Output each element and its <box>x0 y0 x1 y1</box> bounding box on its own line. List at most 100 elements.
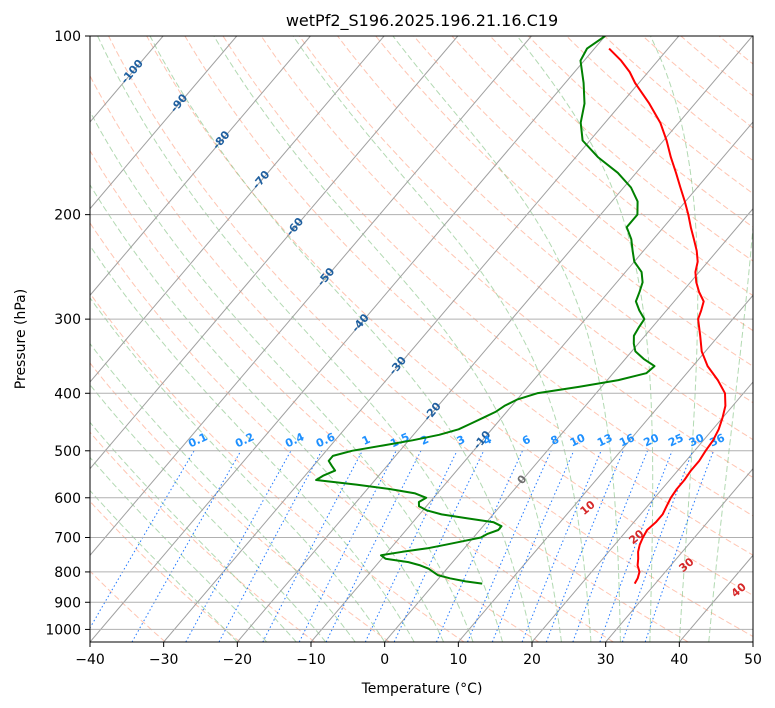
dry-adiabat <box>298 36 753 441</box>
dry-adiabat-label: 10 <box>578 498 598 518</box>
moist-adiabat <box>392 36 621 642</box>
dry-adiabat <box>566 36 753 195</box>
x-axis-label: Temperature (°C) <box>361 681 483 697</box>
mixing-ratio-label: 16 <box>617 431 637 449</box>
dry-adiabat <box>451 36 753 297</box>
mixing-ratio-label: 8 <box>549 433 561 448</box>
mixing-ratio-line <box>185 450 292 642</box>
dry-adiabat <box>90 149 614 642</box>
mixing-ratio-line <box>131 450 242 642</box>
y-tick-label: 800 <box>54 565 81 581</box>
dry-adiabat <box>718 36 753 65</box>
temperature-profile <box>608 47 727 585</box>
dry-adiabat <box>90 500 241 642</box>
mixing-ratio-line <box>325 450 422 642</box>
x-tick-label: 10 <box>449 652 467 668</box>
y-tick-label: 200 <box>54 208 81 224</box>
mixing-ratio-line <box>521 450 602 642</box>
isotherm <box>678 554 753 642</box>
x-tick-label: −40 <box>75 652 105 668</box>
dry-adiabat <box>184 36 753 556</box>
moist-adiabat <box>90 489 238 642</box>
isotherm <box>90 36 311 297</box>
mixing-ratio-line <box>262 450 363 642</box>
mixing-ratio-label: 20 <box>642 431 662 449</box>
dry-adiabat <box>90 74 689 642</box>
isotherm <box>90 36 459 470</box>
moist-adiabat <box>90 342 356 642</box>
moist-adiabat <box>90 383 327 642</box>
mixing-ratio-label: 30 <box>687 431 707 449</box>
dry-adiabat <box>260 36 753 478</box>
mixing-ratio-label: 0.2 <box>233 430 256 450</box>
sounding-profiles <box>315 36 727 585</box>
y-tick-label: 100 <box>54 29 81 45</box>
dry-adiabat <box>90 362 390 642</box>
mixing-ratio-line <box>467 450 552 642</box>
mixing-ratio-label: 10 <box>568 431 588 449</box>
y-tick-label: 500 <box>54 444 81 460</box>
dry-adiabat <box>90 222 540 642</box>
mixing-ratio-label: 36 <box>708 431 728 449</box>
moist-adiabat <box>90 183 445 642</box>
mixing-ratio-label: 3 <box>455 433 467 448</box>
mixing-ratio-label: 1 <box>360 433 372 448</box>
mixing-ratio-line <box>90 450 195 629</box>
y-tick-label: 400 <box>54 386 81 402</box>
y-tick-label: 300 <box>54 312 81 328</box>
mixing-ratio-line <box>218 450 323 642</box>
mixing-ratio-label: 2 <box>418 433 430 448</box>
moist-adiabat <box>708 220 753 642</box>
background-lines <box>90 36 753 642</box>
isotherm <box>163 36 680 642</box>
line-labels: -100-90-80-70-60-50-40-30-20-10010203040… <box>118 57 749 600</box>
moist-adiabat <box>90 110 474 642</box>
dry-adiabat <box>680 36 753 97</box>
mixing-ratio-line <box>644 450 714 642</box>
moist-adiabat <box>213 36 562 642</box>
moist-adiabat <box>516 36 654 642</box>
x-tick-label: 20 <box>523 652 541 668</box>
moist-adiabat <box>90 296 386 642</box>
chart-title: wetPf2_S196.2025.196.21.16.C19 <box>286 11 558 31</box>
y-tick-label: 600 <box>54 491 81 507</box>
x-tick-label: 30 <box>597 652 615 668</box>
mixing-ratio-label: 0.6 <box>314 430 337 450</box>
mixing-ratio-line <box>491 450 575 642</box>
dry-adiabat <box>146 36 753 596</box>
mixing-ratio-label: 25 <box>666 431 685 449</box>
dry-adiabat <box>90 292 465 642</box>
moist-adiabat <box>292 36 592 642</box>
x-tick-label: 0 <box>380 652 389 668</box>
y-tick-label: 1000 <box>45 622 81 638</box>
isotherm <box>90 36 238 210</box>
dry-adiabat <box>108 36 753 638</box>
y-axis-label: Pressure (hPa) <box>13 289 29 389</box>
isotherm <box>236 36 753 642</box>
mixing-ratio-line <box>572 450 648 642</box>
isotherm <box>384 207 753 642</box>
dry-adiabat <box>375 36 753 367</box>
moist-adiabat <box>90 421 297 642</box>
x-tick-label: −30 <box>149 652 179 668</box>
mixing-ratio-line <box>599 450 673 642</box>
dewpoint-profile <box>315 36 656 585</box>
moist-adiabat <box>90 456 268 642</box>
moist-adiabat <box>650 36 699 642</box>
isotherm <box>90 36 532 557</box>
mixing-ratio-line <box>364 450 458 642</box>
dry-adiabat <box>489 36 753 262</box>
y-tick-label: 900 <box>54 595 81 611</box>
isotherm <box>605 467 753 642</box>
isotherm <box>310 121 753 642</box>
axis-ticks: −40 −30 −20 −10 0 10 20 30 40 50 100 200 300 400 500 60… <box>45 29 762 668</box>
isotherm <box>90 36 606 642</box>
isotherm <box>752 641 753 642</box>
x-tick-label: 40 <box>670 652 688 668</box>
y-tick-label: 700 <box>54 531 81 547</box>
mixing-ratio-line <box>621 450 694 642</box>
moist-adiabat <box>90 244 415 642</box>
x-tick-label: −10 <box>296 652 326 668</box>
mixing-ratio-label: 0.1 <box>186 430 209 450</box>
isotherm <box>531 381 753 642</box>
